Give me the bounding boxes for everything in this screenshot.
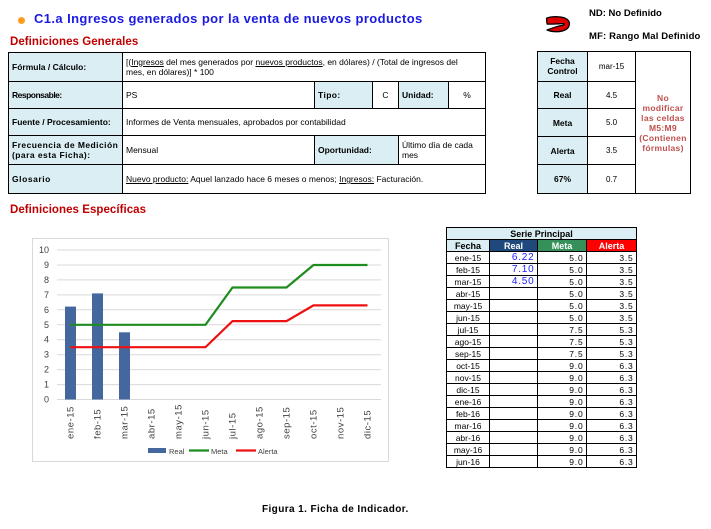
svg-text:8: 8 — [44, 275, 49, 285]
svg-text:3: 3 — [44, 350, 49, 360]
svg-text:4: 4 — [44, 335, 49, 345]
svg-text:sep-15: sep-15 — [282, 407, 293, 439]
svg-text:jun-15: jun-15 — [201, 409, 212, 440]
svg-text:dic-15: dic-15 — [363, 410, 374, 439]
svg-text:oct-15: oct-15 — [309, 409, 320, 439]
svg-text:ene-15: ene-15 — [66, 406, 77, 439]
svg-text:may-15: may-15 — [174, 404, 185, 439]
svg-text:10: 10 — [39, 245, 49, 255]
svg-text:jul-15: jul-15 — [228, 412, 239, 440]
svg-text:2: 2 — [44, 365, 49, 375]
svg-text:1: 1 — [44, 380, 49, 390]
svg-text:7: 7 — [44, 290, 49, 300]
svg-text:Meta: Meta — [211, 447, 229, 456]
svg-text:mar-15: mar-15 — [120, 406, 131, 439]
svg-text:Real: Real — [169, 447, 185, 456]
svg-text:9: 9 — [44, 260, 49, 270]
svg-text:6: 6 — [44, 305, 49, 315]
svg-text:ago-15: ago-15 — [255, 406, 266, 439]
svg-text:Alerta: Alerta — [258, 447, 278, 456]
svg-text:0: 0 — [44, 395, 49, 405]
svg-text:abr-15: abr-15 — [147, 408, 158, 439]
svg-text:5: 5 — [44, 320, 49, 330]
svg-text:nov-15: nov-15 — [336, 407, 347, 439]
svg-text:feb-15: feb-15 — [93, 409, 104, 439]
